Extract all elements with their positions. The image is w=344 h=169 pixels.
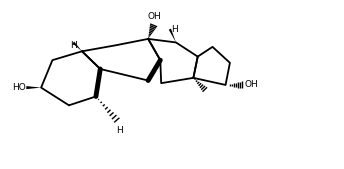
Text: OH: OH <box>245 80 258 89</box>
Text: HO: HO <box>12 83 25 92</box>
Polygon shape <box>73 42 82 51</box>
Polygon shape <box>26 86 41 89</box>
Text: H: H <box>116 126 123 135</box>
Text: OH: OH <box>147 12 161 21</box>
Text: H: H <box>70 41 77 50</box>
Polygon shape <box>169 29 176 42</box>
Text: H: H <box>171 25 178 34</box>
